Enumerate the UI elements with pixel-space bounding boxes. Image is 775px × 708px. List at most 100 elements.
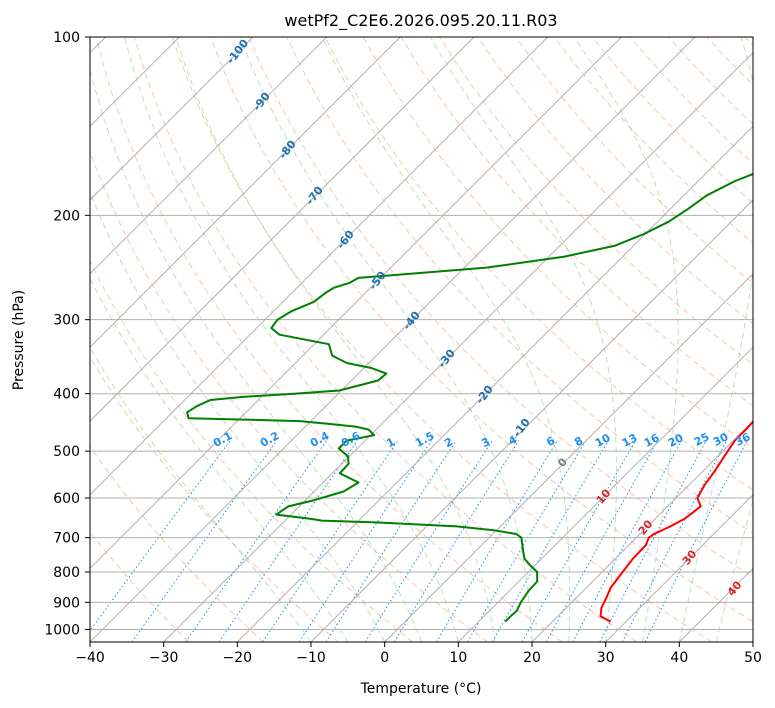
dry-adiabat-line: [515, 37, 753, 284]
isotherm-grid-line: [310, 199, 753, 642]
dry-adiabat-line: [90, 259, 414, 642]
dry-adiabat-line: [90, 356, 339, 642]
moist-adiabat-line: [90, 276, 349, 642]
x-tick-label: −10: [296, 650, 326, 666]
mixing-ratio-label: 13: [620, 431, 640, 450]
mixing-ratio-line: [393, 440, 520, 642]
mixing-ratio-line: [298, 440, 432, 642]
dry-adiabat-line: [668, 37, 753, 125]
y-axis-label: Pressure (hPa): [11, 290, 27, 390]
background-adiabats: [90, 37, 753, 642]
x-tick-label: −20: [223, 650, 253, 666]
mixing-ratio-line: [599, 440, 707, 642]
mixing-ratio-line: [364, 440, 493, 642]
x-tick-label: 10: [449, 650, 467, 666]
grid-lines: [90, 37, 753, 642]
y-tick-label: 300: [53, 313, 80, 329]
dry-adiabat-line: [95, 37, 563, 642]
dry-adiabat-line: [744, 37, 753, 47]
moist-adiabat-label: 40: [725, 578, 745, 598]
mixing-ratio-line: [325, 440, 457, 642]
isotherm-grid-line: [90, 37, 622, 570]
x-tick-label: 40: [670, 650, 688, 666]
mixing-ratio-label: 30: [711, 430, 731, 449]
moist-adiabat-line: [678, 37, 753, 642]
mixing-ratio-label: 16: [642, 431, 662, 450]
line-labels: -100-90-80-70-60-50-40-30-20-10010203040…: [211, 37, 753, 599]
dry-adiabat-line: [553, 37, 753, 244]
mixing-ratio-line: [491, 440, 609, 642]
mixing-ratio-label: 1: [384, 435, 397, 450]
x-tick-label: 30: [597, 650, 615, 666]
y-tick-label: 900: [53, 595, 80, 611]
isotherm-grid-line: [90, 37, 254, 201]
mixing-ratio-line: [521, 440, 637, 642]
isotherm-grid-line: [531, 420, 753, 642]
isotherm-grid-line: [605, 493, 753, 642]
mixing-ratio-label: 25: [692, 430, 712, 449]
moist-adiabat-line: [90, 190, 386, 642]
x-tick-label: 0: [380, 650, 389, 666]
isotherm-grid-line: [236, 125, 753, 642]
mixing-ratio-label: 8: [572, 434, 585, 449]
dry-adiabat-line: [591, 37, 753, 204]
sounding-traces: [186, 172, 753, 623]
x-axis: −40 −30 −20 −10 0 10 20 30 40 50: [75, 642, 762, 666]
dry-adiabat-line: [324, 37, 753, 491]
x-tick-label: 50: [744, 650, 762, 666]
isotherm-grid-line: [90, 37, 401, 349]
mixing-ratio-line: [545, 440, 659, 642]
plot-area: -100-90-80-70-60-50-40-30-20-10010203040…: [90, 37, 753, 642]
moist-adiabat-line: [175, 37, 496, 642]
y-tick-label: 600: [53, 491, 80, 507]
dry-adiabat-line: [90, 150, 488, 642]
mixing-ratio-label: 0.4: [308, 429, 332, 450]
x-tick-label: −40: [75, 650, 105, 666]
dry-adiabat-label: -100: [224, 37, 251, 67]
moist-adiabat-line: [239, 37, 533, 642]
y-tick-label: 700: [53, 531, 80, 547]
dewpoint-trace: [186, 172, 753, 623]
y-tick-label: 500: [53, 444, 80, 460]
moist-adiabat-line: [715, 498, 753, 642]
x-tick-label: 20: [523, 650, 541, 666]
mixing-ratio-line: [467, 440, 587, 642]
mixing-ratio-line: [218, 440, 358, 642]
mixing-ratio-label: 0.2: [258, 429, 281, 450]
y-tick-label: 100: [53, 30, 80, 46]
moist-adiabat-line: [429, 37, 617, 642]
mixing-ratio-line: [185, 440, 328, 642]
dry-adiabat-line: [90, 445, 264, 642]
dry-adiabat-line: [90, 531, 190, 642]
isotherm-grid-line: [384, 272, 753, 642]
mixing-ratio-line: [90, 440, 231, 632]
temperature-trace: [599, 419, 753, 623]
mixing-ratio-label: 0.1: [211, 429, 234, 450]
moist-adiabat-line: [90, 346, 312, 642]
plot-frame: [89, 36, 754, 643]
isotherm-grid-line: [752, 641, 753, 642]
moist-adiabat-line: [90, 67, 422, 642]
mixing-ratio-label: 6: [544, 434, 557, 449]
x-tick-label: −30: [149, 650, 179, 666]
mixing-ratio-label: 2: [442, 435, 455, 450]
mixing-ratio-line: [131, 440, 278, 642]
mixing-ratio-line: [435, 440, 558, 642]
mixing-ratio-lines: [90, 440, 748, 642]
dry-adiabat-line: [171, 37, 712, 642]
mixing-ratio-label: 20: [666, 431, 686, 450]
isotherm-grid-line: [90, 37, 328, 275]
mixing-ratio-line: [621, 440, 728, 642]
x-axis-label: Temperature (°C): [360, 681, 482, 697]
dry-adiabat-line: [210, 37, 753, 623]
mixing-ratio-line: [262, 440, 399, 642]
y-tick-label: 1000: [44, 622, 80, 638]
y-tick-label: 800: [53, 565, 80, 581]
isotherm-grid-line: [90, 37, 475, 422]
dry-adiabat-line: [133, 37, 638, 642]
moist-adiabat-line: [573, 37, 679, 642]
isotherm-grid-line: [90, 37, 549, 496]
mixing-ratio-label: 10: [593, 431, 613, 450]
isotherm-grid-line: [457, 346, 753, 642]
